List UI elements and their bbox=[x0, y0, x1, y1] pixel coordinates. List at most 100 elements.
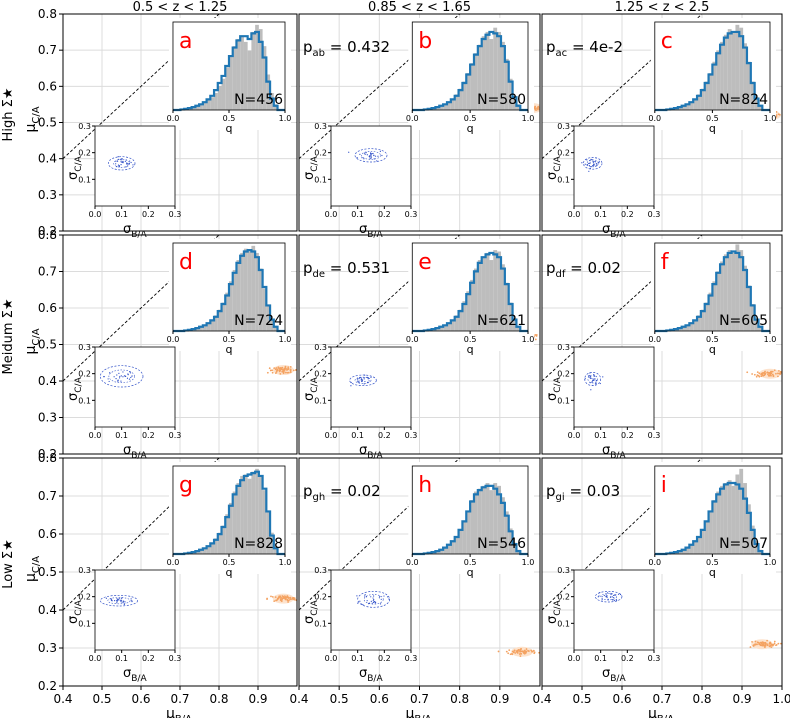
sigma-point bbox=[120, 380, 122, 382]
sigma-point bbox=[118, 166, 120, 168]
sigma-ylabel: σC/A bbox=[66, 155, 84, 180]
hist-gray-bar bbox=[727, 480, 732, 554]
hist-gray-bar bbox=[739, 468, 744, 554]
hist-gray-bar bbox=[273, 104, 278, 110]
sigma-frame bbox=[330, 346, 412, 428]
hist-gray-bar bbox=[481, 485, 486, 554]
orange-point bbox=[525, 648, 528, 650]
sigma-point bbox=[120, 601, 122, 603]
sigma-point bbox=[371, 602, 373, 604]
sigma-point bbox=[125, 166, 127, 168]
sigma-contour bbox=[349, 374, 377, 387]
hist-gray-bar bbox=[731, 31, 736, 110]
sigma-ytick-label: 0.2 bbox=[314, 149, 327, 158]
orange-point bbox=[292, 369, 295, 372]
sigma-point bbox=[119, 375, 121, 378]
sigma-point bbox=[595, 165, 597, 167]
hist-tick-label: 0.5 bbox=[223, 558, 236, 567]
hist-inset: 0.0 0.5 1.0 q h N=546 bbox=[406, 462, 534, 579]
hist-gray-bar bbox=[443, 547, 447, 554]
sigma-point bbox=[108, 380, 110, 383]
orange-point bbox=[293, 597, 296, 600]
hist-inset: 0.0 0.5 1.0 q g N=828 bbox=[167, 462, 292, 579]
hist-gray-bar bbox=[485, 483, 490, 554]
orange-point bbox=[271, 371, 274, 374]
hist-gray-bar bbox=[489, 39, 494, 110]
x-tick-label: 0.6 bbox=[612, 692, 631, 706]
sigma-point bbox=[613, 599, 616, 602]
sigma-point bbox=[364, 594, 366, 596]
hist-gray-bar bbox=[681, 549, 686, 554]
sigma-point bbox=[369, 152, 372, 154]
hist-blue-step bbox=[412, 30, 528, 112]
orange-point bbox=[775, 114, 778, 116]
sigma-point bbox=[586, 159, 588, 161]
hist-gray-bar bbox=[485, 252, 490, 331]
sigma-point bbox=[127, 165, 129, 167]
sigma-point bbox=[588, 164, 590, 167]
x-tick-label: 0.4 bbox=[532, 692, 551, 706]
sigma-point bbox=[122, 371, 124, 373]
hist-gray-bar bbox=[754, 319, 759, 331]
sigma-point bbox=[613, 594, 615, 597]
sigma-point bbox=[591, 159, 593, 161]
hist-gray-bar bbox=[439, 105, 444, 110]
sigma-inset: 0.0 0.1 0.2 0.3 0.1 0.2 0.3 σB/A σC/A bbox=[66, 343, 181, 461]
orange-point bbox=[270, 595, 272, 598]
sigma-point bbox=[118, 165, 121, 167]
orange-point bbox=[301, 597, 303, 599]
y-tick-label: 0.8 bbox=[38, 451, 57, 465]
sigma-ytick-label: 0.2 bbox=[314, 593, 327, 602]
axes-frame bbox=[541, 234, 783, 455]
sigma-xtick-label: 0.3 bbox=[169, 654, 182, 663]
sigma-xtick-label: 0.3 bbox=[169, 431, 182, 440]
p-value: pde = 0.531 bbox=[303, 259, 390, 280]
sigma-ytick-label: 0.3 bbox=[557, 122, 570, 131]
sigma-ytick-label: 0.1 bbox=[314, 619, 327, 628]
sigma-point bbox=[359, 600, 361, 602]
n-count: N=507 bbox=[719, 536, 768, 552]
hist-gray-bar bbox=[470, 279, 474, 331]
sigma-point bbox=[584, 163, 586, 165]
sigma-point bbox=[358, 381, 360, 384]
hist-inset: 0.0 0.5 1.0 q a N=456 bbox=[167, 18, 291, 135]
sigma-contour-inner bbox=[108, 369, 135, 384]
panel-letter: e bbox=[418, 250, 432, 275]
panel-b: pab = 0.432 0.0 0.5 1.0 q b N=580 0.0 0.1 0.2 0.3 0… bbox=[298, 13, 541, 240]
sigma-point bbox=[606, 592, 609, 594]
hist-gray-bar bbox=[217, 85, 222, 110]
orange-point bbox=[766, 371, 769, 374]
hist-gray-bar bbox=[454, 315, 459, 331]
hist-tick-label: 0.0 bbox=[167, 114, 180, 123]
sigma-point bbox=[591, 381, 593, 383]
sigma-point bbox=[129, 160, 131, 162]
orange-point bbox=[766, 644, 769, 647]
hist-tick-label: 1.0 bbox=[279, 558, 292, 567]
hist-gray-bar bbox=[500, 264, 505, 331]
sigma-point bbox=[589, 376, 592, 378]
sigma-point bbox=[356, 595, 358, 597]
y-tick-label: 0.4 bbox=[38, 603, 57, 617]
hist-gray-bar bbox=[258, 29, 263, 111]
sigma-point bbox=[126, 377, 129, 379]
orange-point bbox=[763, 371, 765, 374]
hist-gray-bar bbox=[446, 322, 451, 331]
hist-inset: 0.0 0.5 1.0 q e N=621 bbox=[406, 239, 534, 356]
orange-point bbox=[295, 368, 297, 371]
sigma-point bbox=[125, 159, 127, 161]
hist-gray-bar bbox=[232, 46, 237, 110]
orange-cloud bbox=[749, 639, 782, 650]
hist-gray-bar bbox=[251, 245, 256, 331]
sigma-point bbox=[605, 594, 607, 596]
orange-point bbox=[770, 372, 773, 375]
hist-gray-bar bbox=[693, 541, 698, 554]
y-tick-label: 0.4 bbox=[38, 374, 57, 388]
hist-tick-label: 0.0 bbox=[406, 335, 419, 344]
hist-gray-bar bbox=[199, 104, 203, 110]
hist-gray-bar bbox=[228, 502, 233, 554]
sigma-xtick-label: 0.0 bbox=[325, 210, 338, 219]
hist-gray-bar bbox=[232, 269, 237, 331]
orange-point bbox=[509, 653, 512, 656]
sigma-point bbox=[118, 372, 120, 374]
hist-gray-bar bbox=[221, 525, 226, 554]
